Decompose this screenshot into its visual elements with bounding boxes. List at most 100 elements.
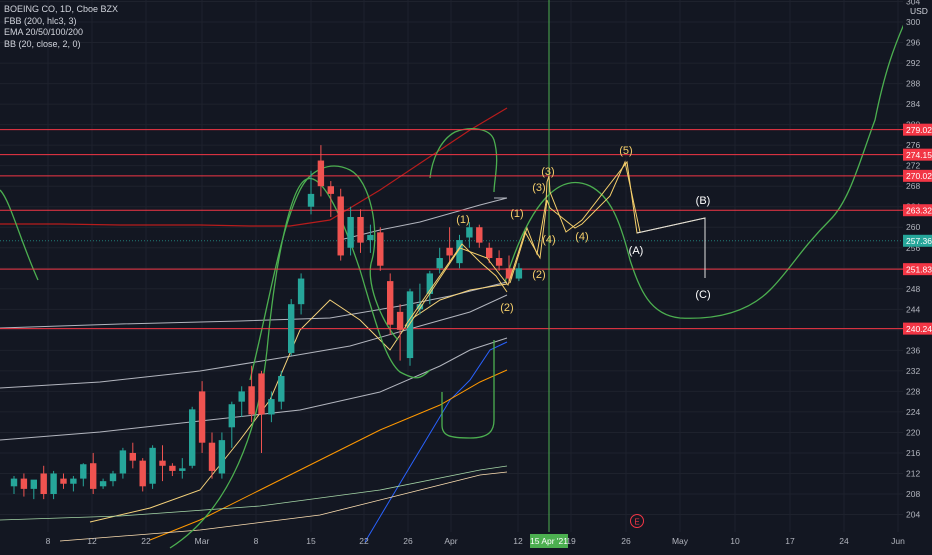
wave-label-white: (C) [695,289,710,301]
ema20-line [89,283,508,523]
fbb-projection-curve [504,23,905,319]
y-tick-label: 268 [906,181,920,191]
y-tick-label: 296 [906,38,920,48]
wave-label-yellow: (2) [500,302,513,314]
fbb-band-bottom [441,340,495,439]
price-label-text: 279.02 [906,125,932,135]
legend-symbol[interactable]: BOEING CO, 1D, Cboe BZX [4,4,119,14]
bb-upper-band [0,281,508,329]
ema-lower-line [0,465,508,521]
candle-body [139,460,146,487]
wave-path-1 [404,243,508,327]
y-tick-label: 288 [906,79,920,89]
wave-label-yellow: (2) [532,269,545,281]
candle-body [436,258,443,269]
candle-body [60,478,67,484]
candle-body [466,227,473,238]
candle-body [30,479,37,489]
candle-body [288,304,295,353]
price-label-text: 263.32 [906,206,932,216]
y-tick-label: 260 [906,222,920,232]
candle-body [416,304,424,310]
x-tick-label: Mar [195,536,210,546]
y-tick-label: 300 [906,17,920,27]
y-tick-label: 304 [906,0,920,7]
candle-body [80,464,87,479]
y-tick-label: 212 [906,468,920,478]
earnings-marker-icon [630,514,644,528]
y-tick-label: 244 [906,304,920,314]
currency-label: USD [910,6,928,16]
candle-body [20,478,28,489]
candle-body [258,373,265,415]
candle-body [109,473,117,482]
y-tick-label: 232 [906,366,920,376]
x-tick-highlight [530,534,568,548]
price-label-text: 251.83 [906,264,932,274]
candle-body [198,391,206,443]
legend-bb[interactable]: BB (20, close, 2, 0) [4,38,81,49]
candle-body [297,278,305,305]
y-tick-label: 292 [906,58,920,68]
candle-body [40,473,47,494]
candle-body [238,391,245,402]
x-tick-label: 12 [513,536,523,546]
candle-body [169,465,176,471]
candle-body [426,273,433,294]
price-label-tag [903,234,932,247]
candle-body [129,452,136,461]
candle-body [228,404,235,428]
candle-body [248,386,255,415]
y-tick-label: 248 [906,284,920,294]
x-tick-label: 10 [730,536,740,546]
bb-top-line [339,197,508,241]
x-tick-label: 8 [254,536,259,546]
candle-body [337,196,344,256]
wave-path-abc [636,217,706,278]
price-label-text: 240.24 [906,324,932,334]
candle-body [505,268,513,279]
y-tick-label: 204 [906,510,920,520]
candle-body [406,291,414,359]
price-label-tag [903,148,932,161]
bb-lower-band [0,337,508,441]
wave-label-yellow: (3) [532,182,545,194]
candle-body [377,232,384,266]
candle-body [159,460,166,466]
candle-body [268,399,275,415]
fbb-band-left [0,189,39,281]
candle-body [367,234,374,241]
price-label-tag [903,322,932,335]
ema50-line [149,369,508,541]
candle-body [446,247,453,256]
legend-ema[interactable]: EMA 20/50/100/200 [4,27,84,37]
price-label-tag [903,123,932,136]
y-tick-label: 220 [906,427,920,437]
y-tick-label: 236 [906,345,920,355]
x-tick-label: 17 [785,536,795,546]
y-tick-label: 216 [906,448,920,458]
wave-label-yellow: (4) [575,231,588,243]
ema100-line [364,341,508,543]
wave-label-yellow: (1) [456,214,469,226]
price-label-tag [903,204,932,217]
y-tick-label: 208 [906,489,920,499]
candle-body [50,473,57,494]
candle-body [347,216,354,248]
candle-body [486,247,493,259]
wave-path-2 [406,160,641,329]
candle-body [99,481,107,487]
candle-body [70,478,77,484]
x-tick-label: 12 [87,536,97,546]
legend-fbb[interactable]: FBB (200, hlc3, 3) [4,15,77,26]
y-tick-label: 272 [906,161,920,171]
x-tick-label: 24 [839,536,849,546]
y-tick-label: 284 [906,99,920,109]
candle-body [218,440,226,474]
price-label-text: 274.15 [906,150,932,160]
candle-body [10,478,18,487]
x-tick-label: 26 [621,536,631,546]
candle-body [149,447,156,484]
